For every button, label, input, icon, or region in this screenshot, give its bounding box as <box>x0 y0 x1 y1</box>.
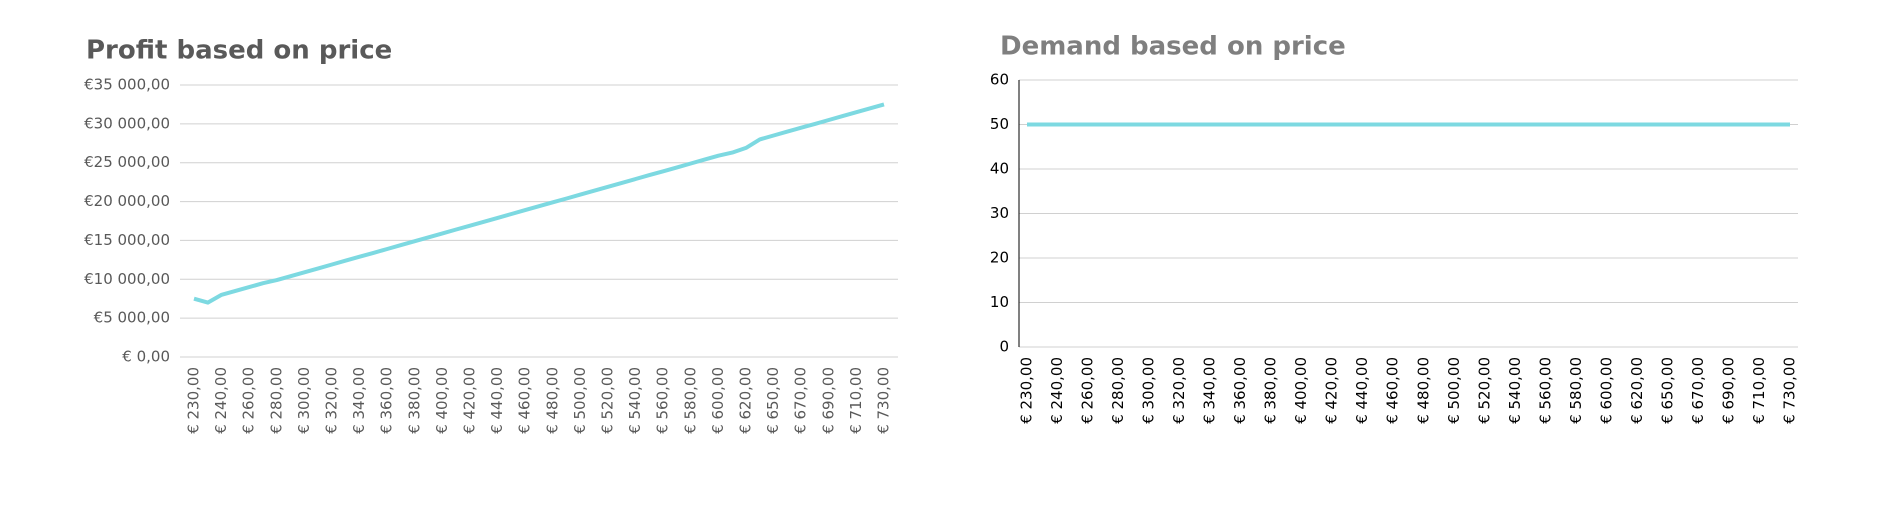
x-tick-label: € 520,00 <box>1475 357 1493 424</box>
x-tick-label: € 320,00 <box>1170 357 1188 424</box>
x-tick-label: € 400,00 <box>433 367 451 434</box>
x-tick-label: € 240,00 <box>212 367 230 434</box>
x-tick-label: € 650,00 <box>1658 357 1676 424</box>
y-tick-label: €35 000,00 <box>84 76 170 94</box>
x-tick-label: € 560,00 <box>654 367 672 434</box>
x-tick-label: € 730,00 <box>875 367 893 434</box>
x-tick-label: € 580,00 <box>681 367 699 434</box>
x-tick-label: € 420,00 <box>461 367 479 434</box>
x-tick-label: € 300,00 <box>295 367 313 434</box>
x-tick-label: € 650,00 <box>764 367 782 434</box>
x-tick-label: € 230,00 <box>185 367 203 434</box>
y-tick-label: 30 <box>990 204 1009 222</box>
x-tick-label: € 480,00 <box>543 367 561 434</box>
x-tick-label: € 300,00 <box>1140 357 1158 424</box>
x-tick-label: € 620,00 <box>1628 357 1646 424</box>
x-tick-label: € 460,00 <box>1384 357 1402 424</box>
x-tick-label: € 540,00 <box>626 367 644 434</box>
x-tick-label: € 440,00 <box>488 367 506 434</box>
x-tick-label: € 260,00 <box>1079 357 1097 424</box>
y-tick-label: 40 <box>990 160 1009 178</box>
x-tick-label: € 340,00 <box>1201 357 1219 424</box>
x-tick-label: € 500,00 <box>571 367 589 434</box>
y-tick-label: €20 000,00 <box>84 192 170 210</box>
x-tick-label: € 240,00 <box>1048 357 1066 424</box>
y-tick-label: €15 000,00 <box>84 231 170 249</box>
x-tick-label: € 280,00 <box>1109 357 1127 424</box>
y-tick-label: €30 000,00 <box>84 114 170 132</box>
chart-title: Profit based on price <box>86 36 392 66</box>
x-tick-label: € 730,00 <box>1781 357 1799 424</box>
x-tick-label: € 400,00 <box>1292 357 1310 424</box>
y-tick-label: €10 000,00 <box>84 270 170 288</box>
x-tick-label: € 670,00 <box>1689 357 1707 424</box>
x-tick-label: € 380,00 <box>405 367 423 434</box>
x-tick-label: € 230,00 <box>1018 357 1036 424</box>
x-tick-label: € 440,00 <box>1353 357 1371 424</box>
y-tick-label: 10 <box>990 293 1009 311</box>
x-tick-label: € 690,00 <box>819 367 837 434</box>
x-tick-label: € 620,00 <box>737 367 755 434</box>
y-tick-label: 50 <box>990 115 1009 133</box>
y-tick-label: €5 000,00 <box>94 309 170 327</box>
x-tick-label: € 600,00 <box>709 367 727 434</box>
x-tick-label: € 320,00 <box>323 367 341 434</box>
x-tick-label: € 360,00 <box>378 367 396 434</box>
x-tick-label: € 600,00 <box>1597 357 1615 424</box>
x-tick-label: € 540,00 <box>1506 357 1524 424</box>
x-tick-label: € 380,00 <box>1262 357 1280 424</box>
y-tick-label: 20 <box>990 249 1009 267</box>
y-tick-label: 60 <box>990 71 1009 89</box>
x-tick-label: € 580,00 <box>1567 357 1585 424</box>
x-tick-label: € 280,00 <box>267 367 285 434</box>
x-tick-label: € 360,00 <box>1231 357 1249 424</box>
x-tick-label: € 560,00 <box>1536 357 1554 424</box>
chart-title: Demand based on price <box>1000 32 1346 62</box>
x-tick-label: € 520,00 <box>599 367 617 434</box>
y-tick-label: €25 000,00 <box>84 153 170 171</box>
x-tick-label: € 710,00 <box>847 367 865 434</box>
x-tick-label: € 480,00 <box>1414 357 1432 424</box>
x-tick-label: € 460,00 <box>516 367 534 434</box>
x-tick-label: € 710,00 <box>1750 357 1768 424</box>
line <box>193 102 885 305</box>
x-tick-label: € 260,00 <box>240 367 258 434</box>
y-tick-label: 0 <box>999 338 1009 356</box>
x-tick-label: € 670,00 <box>792 367 810 434</box>
x-tick-label: € 500,00 <box>1445 357 1463 424</box>
y-tick-label: € 0,00 <box>122 348 170 366</box>
x-tick-label: € 420,00 <box>1323 357 1341 424</box>
x-tick-label: € 340,00 <box>350 367 368 434</box>
x-tick-label: € 690,00 <box>1719 357 1737 424</box>
